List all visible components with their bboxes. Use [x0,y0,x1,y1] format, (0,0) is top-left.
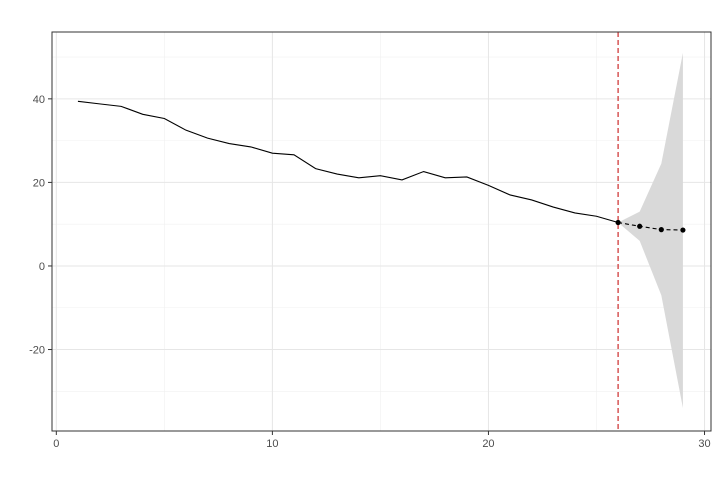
x-tick-label: 10 [266,438,278,450]
forecast-series-line [617,221,683,231]
confidence-ribbon-layer [618,52,683,409]
forecast-point [658,227,664,233]
y-tick-label: 40 [33,94,45,106]
panel-border [51,31,712,432]
axis-layer: 0 10 20 30 -20 0 20 40 [29,94,711,450]
forecast-interval-ribbon [618,52,683,409]
forecast-point [637,223,643,229]
forecast-point [680,227,686,233]
y-tick-label: 0 [39,261,45,273]
x-tick-label: 0 [53,438,59,450]
forecast-point [615,219,621,226]
observed-series-line [77,100,619,224]
x-tick-label: 30 [698,438,710,450]
grid-layer [52,32,711,431]
y-tick-label: -20 [29,345,45,357]
y-tick-label: 20 [33,177,45,189]
x-tick-label: 20 [482,438,494,450]
series-layer [77,100,686,233]
